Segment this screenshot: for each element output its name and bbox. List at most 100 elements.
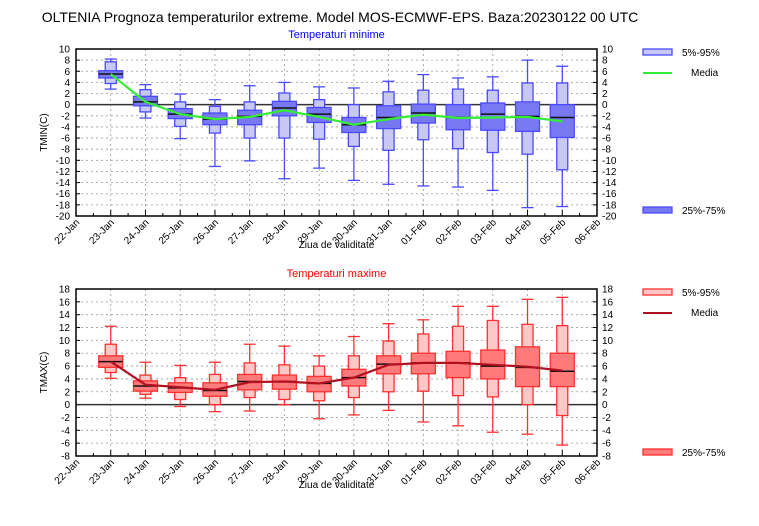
chart-title: Temperaturi minime (288, 29, 385, 41)
box-28-Jan (271, 81, 298, 180)
box-29-Jan (306, 86, 332, 169)
y-tick-label-right: -4 (602, 426, 611, 437)
x-tick-label: 27-Jan (226, 457, 255, 486)
box-02-Feb (445, 77, 471, 188)
box-30-Jan (341, 87, 367, 182)
x-tick-label: 23-Jan (87, 217, 116, 246)
box-05-Feb (549, 296, 575, 446)
x-tick-label: 27-Jan (226, 217, 255, 246)
y-tick-label-left: -10 (56, 156, 71, 167)
y-tick-label-right: 10 (602, 336, 614, 347)
box-01-Feb (410, 73, 436, 187)
x-tick-label: 01-Feb (399, 457, 429, 487)
y-tick-label-left: 2 (64, 89, 70, 100)
y-tick-label-right: -4 (602, 122, 611, 133)
x-tick-label: 05-Feb (538, 217, 568, 247)
box-02-Feb (445, 305, 471, 427)
y-tick-label-right: 10 (602, 45, 614, 56)
legend-label-p5-95: 5%-95% (682, 288, 720, 299)
y-tick-label-left: 4 (64, 374, 70, 385)
y-tick-label-right: -6 (602, 134, 611, 145)
legend-swatch-p5-95 (642, 288, 673, 296)
y-tick-label-right: 8 (602, 349, 608, 360)
plot-frame (75, 48, 598, 217)
y-tick-label-right: 4 (602, 374, 608, 385)
x-tick-label: 26-Jan (192, 217, 221, 246)
box-p25-p75 (445, 350, 471, 379)
y-tick-label-left: -6 (61, 134, 70, 145)
y-tick-label-left: -2 (61, 111, 70, 122)
x-tick-label: 24-Jan (122, 457, 151, 486)
y-tick-label-left: -2 (61, 413, 70, 424)
plot-frame (75, 288, 598, 457)
x-tick-label: 23-Jan (87, 457, 116, 486)
legend: 5%-95% Media 25%-75% (642, 48, 725, 217)
x-tick-label: 06-Feb (573, 457, 603, 487)
y-tick-label-left: 0 (64, 100, 70, 111)
y-tick-label-right: -12 (602, 167, 617, 178)
mean-line (110, 73, 563, 126)
y-tick-label-right: 14 (602, 310, 614, 321)
y-tick-label-left: -14 (56, 178, 71, 189)
y-tick-label-left: 8 (64, 349, 70, 360)
x-tick-label: 04-Feb (503, 217, 533, 247)
box-27-Jan (237, 85, 263, 162)
box-03-Feb (480, 305, 506, 433)
box-05-Feb (549, 65, 575, 208)
y-tick-label-left: 14 (59, 310, 71, 321)
x-tick-label: 03-Feb (469, 457, 499, 487)
legend-label-p25-75: 25%-75% (682, 206, 725, 217)
x-tick-label: 02-Feb (434, 457, 464, 487)
y-tick-label-right: -18 (602, 200, 617, 211)
y-tick-label-right: 2 (602, 387, 608, 398)
y-tick-label-right: 6 (602, 67, 608, 78)
y-tick-label-left: -4 (61, 122, 70, 133)
y-tick-label-right: -2 (602, 111, 611, 122)
legend-swatch-p25-75 (642, 206, 673, 214)
legend: 5%-95% Media 25%-75% (642, 288, 725, 459)
y-tick-label-right: 0 (602, 400, 608, 411)
y-tick-label-left: 4 (64, 78, 70, 89)
x-axis-label: Ziua de validitate (299, 240, 375, 251)
box-31-Jan (375, 80, 402, 185)
legend-label-mean: Media (691, 68, 719, 79)
y-tick-label-left: -8 (61, 452, 70, 463)
y-tick-label-right: 0 (602, 100, 608, 111)
legend-label-mean: Media (691, 308, 719, 319)
x-axis-label: Ziua de validitate (299, 480, 375, 491)
y-tick-label-right: 6 (602, 362, 608, 373)
y-tick-label-left: -8 (61, 145, 70, 156)
y-tick-label-left: 18 (59, 285, 71, 296)
y-tick-label-left: 12 (59, 323, 71, 334)
x-tick-label: 28-Jan (261, 457, 290, 486)
x-tick-label: 02-Feb (434, 217, 464, 247)
y-tick-label-right: -20 (602, 212, 617, 223)
y-tick-label-right: 8 (602, 56, 608, 67)
x-tick-label: 24-Jan (122, 217, 151, 246)
y-tick-label-left: 8 (64, 56, 70, 67)
x-tick-label: 28-Jan (261, 217, 290, 246)
box-27-Jan (237, 343, 263, 412)
y-tick-label-left: -12 (56, 167, 71, 178)
y-tick-label-left: 10 (59, 336, 71, 347)
x-tick-label: 06-Feb (573, 217, 603, 247)
x-tick-label: 04-Feb (503, 457, 533, 487)
y-tick-label-left: -20 (56, 212, 71, 223)
y-tick-label-right: 2 (602, 89, 608, 100)
y-tick-label-right: 4 (602, 78, 608, 89)
y-tick-label-left: 2 (64, 387, 70, 398)
box-29-Jan (306, 355, 332, 420)
y-tick-label-left: 6 (64, 67, 70, 78)
box-28-Jan (271, 345, 298, 406)
y-tick-label-right: -16 (602, 189, 617, 200)
y-tick-label-left: -18 (56, 200, 71, 211)
mean-line (110, 360, 563, 391)
legend-label-p25-75: 25%-75% (682, 448, 725, 459)
y-axis-label: TMIN(C) (39, 113, 50, 151)
x-tick-label: 25-Jan (157, 217, 186, 246)
y-tick-label-right: -14 (602, 178, 617, 189)
y-tick-label-right: 12 (602, 323, 614, 334)
box-01-Feb (410, 319, 436, 423)
